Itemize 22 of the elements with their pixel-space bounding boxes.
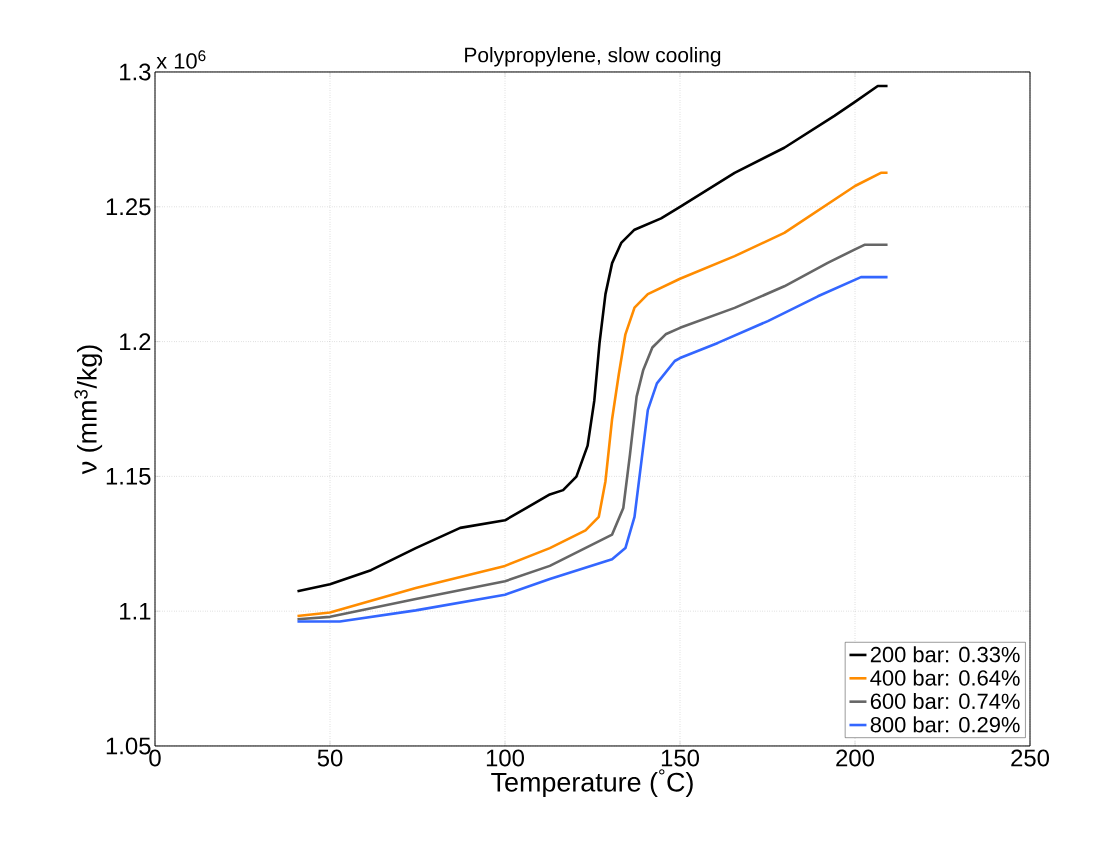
text: x 10$^{6}$ xyxy=(156,50,206,69)
x-axis-title: Temperature ($^{°}$C) xyxy=(491,769,693,797)
legend-label: 200 bar: 0.33% xyxy=(870,646,1020,663)
x-tick-label: 250 xyxy=(1011,749,1050,767)
y-tick-label: 1.1 xyxy=(120,602,151,620)
y-tick-label: 1.3 xyxy=(120,63,151,81)
y-tick-label: 1.05 xyxy=(106,737,151,755)
line-series xyxy=(296,84,889,593)
legend-label: 400 bar: 0.64% xyxy=(870,669,1020,686)
x-tick-label: 100 xyxy=(486,749,525,767)
x-tick-label: 0 xyxy=(149,749,161,767)
y-axis-title: ν (mm$^{3}$/kg) xyxy=(74,345,103,475)
line-series xyxy=(296,171,889,618)
x-tick-label: 150 xyxy=(661,749,700,767)
y-tick-label: 1.25 xyxy=(106,198,151,216)
x-tick-label: 50 xyxy=(317,749,343,767)
legend-label: 800 bar: 0.29% xyxy=(870,716,1020,733)
y-tick-label: 1.2 xyxy=(120,333,151,350)
legend-label: 600 bar: 0.74% xyxy=(870,692,1020,710)
chart-title: Polypropylene, slow cooling xyxy=(465,46,721,67)
x-tick-label: 200 xyxy=(836,749,875,767)
y-tick-label: 1.15 xyxy=(106,468,151,485)
